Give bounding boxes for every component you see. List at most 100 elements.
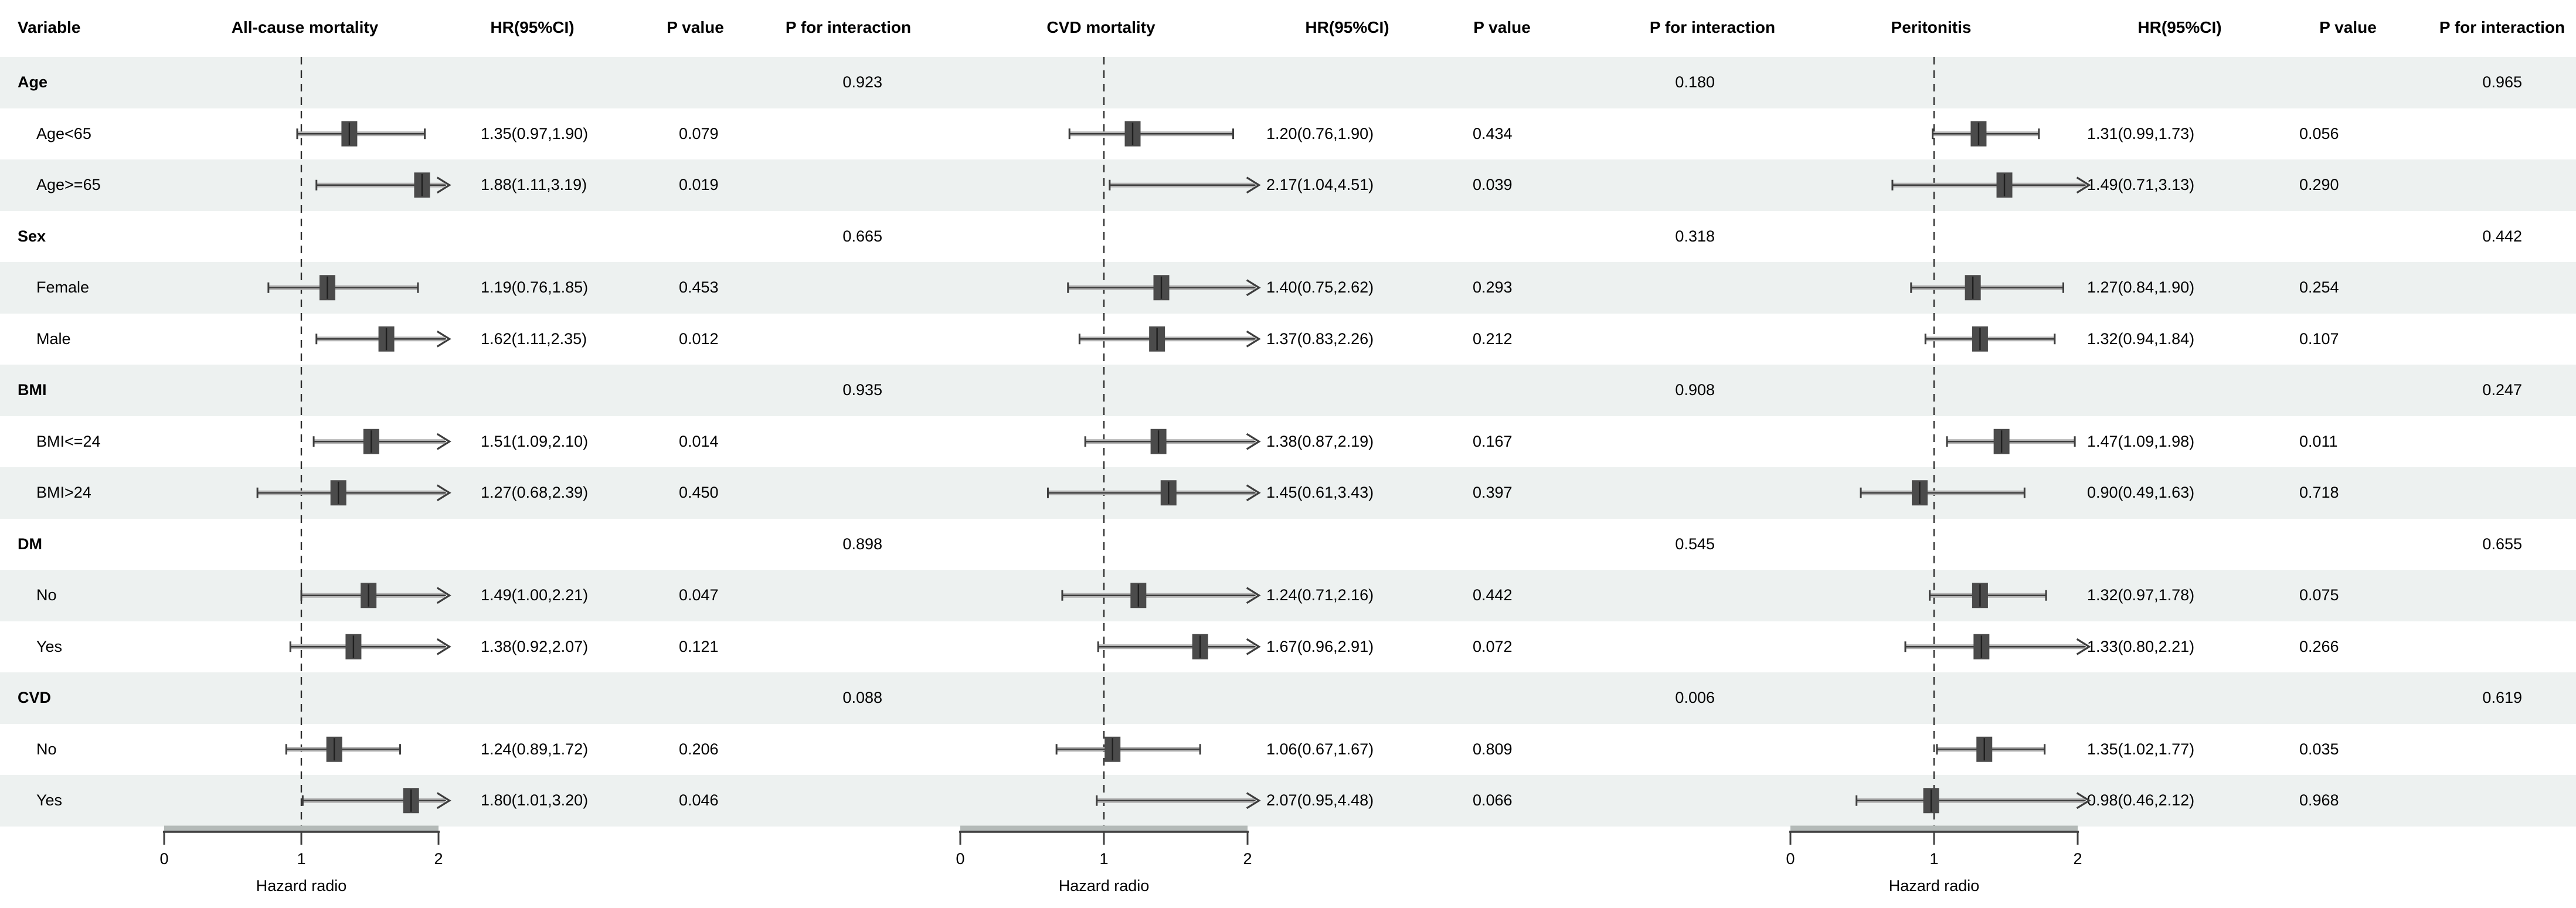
- p-value: 0.212: [1473, 329, 1513, 348]
- p-value: 0.809: [1473, 740, 1513, 758]
- subgroup-label: Age<65: [36, 124, 91, 142]
- arrow-head: [2076, 176, 2091, 194]
- row-stripe: [0, 57, 2576, 108]
- subgroup-label: No: [36, 740, 57, 758]
- hr-ci-value: 1.32(0.97,1.78): [2087, 586, 2195, 604]
- x-axis-title: Hazard radio: [1058, 877, 1150, 895]
- column-header-p-value-2: P value: [1473, 18, 1531, 36]
- axis-tick-label: 1: [1929, 850, 1939, 868]
- axis-tick-label: 2: [2073, 850, 2082, 868]
- arrow-head: [1246, 484, 1261, 502]
- arrow-head: [436, 330, 451, 348]
- p-interaction-value: 0.442: [2482, 227, 2522, 245]
- arrow-head: [436, 433, 451, 450]
- column-header-p-interaction-2: P for interaction: [1649, 18, 1776, 36]
- p-value: 0.968: [2299, 791, 2339, 810]
- column-header-cvd-mortality: CVD mortality: [1046, 18, 1156, 36]
- p-value: 0.293: [1473, 278, 1513, 297]
- axis-tick-label: 2: [1243, 850, 1252, 868]
- p-interaction-value: 0.088: [842, 689, 882, 707]
- p-value: 0.442: [1473, 586, 1513, 604]
- hr-ci-value: 1.49(0.71,3.13): [2087, 176, 2195, 194]
- hr-ci-value: 1.33(0.80,2.21): [2087, 637, 2195, 655]
- group-label: DM: [18, 535, 42, 553]
- column-header-variable: Variable: [18, 18, 81, 36]
- p-interaction-value: 0.908: [1675, 381, 1715, 399]
- axis-tick-label: 0: [159, 850, 169, 868]
- p-interaction-value: 0.898: [842, 535, 882, 553]
- column-header-all-cause-mortality: All-cause mortality: [231, 18, 379, 36]
- hr-ci-value: 1.24(0.89,1.72): [481, 740, 589, 758]
- p-value: 0.012: [679, 329, 719, 348]
- arrow-head: [1246, 279, 1261, 297]
- axis-tick-label: 2: [434, 850, 443, 868]
- p-value: 0.035: [2299, 740, 2339, 758]
- p-value: 0.072: [1473, 637, 1513, 655]
- arrow-head: [1246, 792, 1261, 810]
- group-label: Sex: [18, 227, 46, 245]
- arrow-head: [1246, 330, 1261, 348]
- column-header-p-interaction-1: P for interaction: [785, 18, 912, 36]
- column-header-p-value-3: P value: [2319, 18, 2377, 36]
- p-interaction-value: 0.619: [2482, 689, 2522, 707]
- hr-ci-value: 1.38(0.92,2.07): [481, 637, 589, 655]
- hr-ci-value: 0.90(0.49,1.63): [2087, 484, 2195, 502]
- group-label: BMI: [18, 381, 47, 399]
- p-value: 0.047: [679, 586, 719, 604]
- hr-ci-value: 1.88(1.11,3.19): [481, 176, 587, 194]
- p-value: 0.450: [679, 484, 719, 502]
- arrow-head: [436, 792, 451, 810]
- hr-ci-value: 1.62(1.11,2.35): [481, 329, 587, 348]
- axis-tick-label: 0: [1786, 850, 1795, 868]
- p-interaction-value: 0.247: [2482, 381, 2522, 399]
- hr-ci-value: 2.17(1.04,4.51): [1266, 176, 1374, 194]
- p-interaction-value: 0.935: [842, 381, 882, 399]
- subgroup-label: Male: [36, 329, 71, 348]
- p-value: 0.079: [679, 124, 719, 142]
- p-value: 0.266: [2299, 637, 2339, 655]
- hr-ci-value: 1.27(0.68,2.39): [481, 484, 589, 502]
- hr-ci-value: 1.31(0.99,1.73): [2087, 124, 2195, 142]
- subgroup-label: Age>=65: [36, 176, 101, 194]
- p-interaction-value: 0.923: [842, 73, 882, 91]
- column-header-peritonitis: Peritonitis: [1891, 18, 1972, 36]
- hr-ci-value: 1.51(1.09,2.10): [481, 432, 589, 450]
- group-label: CVD: [18, 689, 52, 707]
- p-value: 0.019: [679, 176, 719, 194]
- arrow-head: [2076, 792, 2091, 810]
- hr-ci-value: 1.19(0.76,1.85): [481, 278, 589, 297]
- x-axis-title: Hazard radio: [256, 877, 347, 895]
- subgroup-label: Yes: [36, 637, 63, 655]
- arrow-head: [436, 638, 451, 655]
- p-value: 0.011: [2299, 432, 2338, 450]
- arrow-head: [436, 176, 451, 194]
- p-value: 0.046: [679, 791, 719, 810]
- p-value: 0.107: [2299, 329, 2339, 348]
- x-axis-title: Hazard radio: [1888, 877, 1980, 895]
- subgroup-label: No: [36, 586, 57, 604]
- hr-ci-value: 1.24(0.71,2.16): [1266, 586, 1374, 604]
- column-header-p-interaction-3: P for interaction: [2439, 18, 2565, 36]
- p-value: 0.056: [2299, 124, 2339, 142]
- hr-ci-value: 1.20(0.76,1.90): [1266, 124, 1374, 142]
- arrow-head: [1246, 176, 1261, 194]
- arrow-head: [436, 587, 451, 604]
- p-value: 0.254: [2299, 278, 2339, 297]
- p-value: 0.206: [679, 740, 719, 758]
- hr-ci-value: 1.35(1.02,1.77): [2087, 740, 2195, 758]
- hr-ci-value: 1.06(0.67,1.67): [1266, 740, 1374, 758]
- p-interaction-value: 0.965: [2482, 73, 2522, 91]
- subgroup-label: Female: [36, 278, 90, 297]
- hr-ci-value: 2.07(0.95,4.48): [1266, 791, 1374, 810]
- hr-ci-value: 1.27(0.84,1.90): [2087, 278, 2195, 297]
- arrow-head: [1246, 433, 1261, 450]
- hr-ci-value: 1.80(1.01,3.20): [481, 791, 589, 810]
- axis-tick-label: 0: [956, 850, 965, 868]
- p-value: 0.718: [2299, 484, 2339, 502]
- hr-ci-value: 1.32(0.94,1.84): [2087, 329, 2195, 348]
- column-header-hr-ci-2: HR(95%CI): [1305, 18, 1389, 36]
- hr-ci-value: 1.35(0.97,1.90): [481, 124, 589, 142]
- column-header-p-value-1: P value: [667, 18, 724, 36]
